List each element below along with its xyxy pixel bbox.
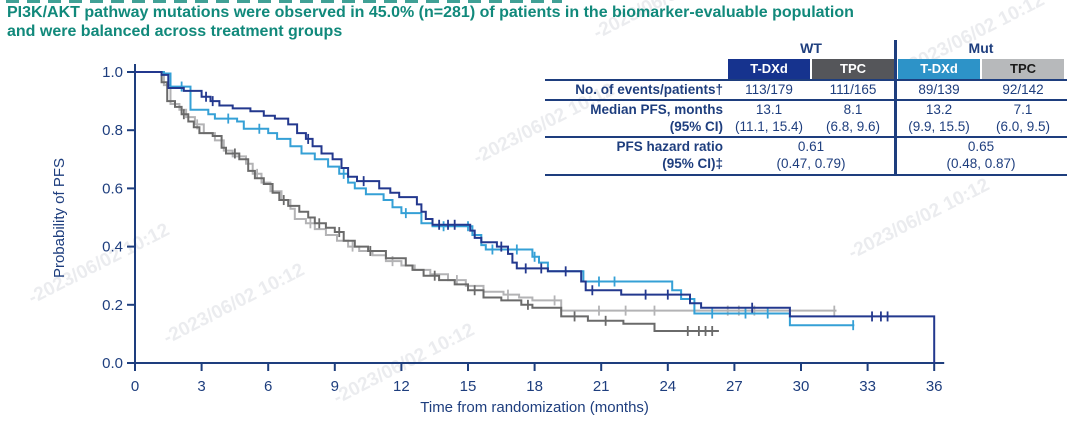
x-tick-label: 24 xyxy=(659,378,676,395)
x-tick-label: 9 xyxy=(331,378,339,395)
x-tick-label: 0 xyxy=(131,378,139,395)
x-tick-label: 33 xyxy=(859,378,876,395)
x-tick-label: 15 xyxy=(460,378,477,395)
table-cell: (0.47, 0.79) xyxy=(776,156,846,171)
table-cell: 113/179 xyxy=(745,82,793,97)
table-cell: 7.1 xyxy=(1013,102,1033,117)
title-line-1: PI3K/AKT pathway mutations were observed… xyxy=(7,4,854,21)
row-label: (95% CI) xyxy=(669,119,723,134)
y-axis-title: Probability of PFS xyxy=(51,158,68,278)
table-cell: 89/139 xyxy=(918,82,960,97)
group-header-wt: WT xyxy=(800,40,822,56)
y-tick-label: 0.2 xyxy=(102,297,123,314)
table-cell: 13.2 xyxy=(925,102,953,117)
table-cell: 0.65 xyxy=(967,139,995,154)
y-tick-label: 1.0 xyxy=(102,64,123,81)
x-tick-label: 27 xyxy=(726,378,743,395)
km-curve-tpc-wt- xyxy=(135,71,719,332)
x-tick-label: 30 xyxy=(793,378,810,395)
group-header-mut: Mut xyxy=(968,40,994,56)
x-tick-label: 21 xyxy=(593,378,610,395)
y-tick-label: 0.8 xyxy=(102,122,123,139)
km-curve-t-dxd-wt- xyxy=(135,71,936,363)
table-cell: 111/165 xyxy=(829,82,877,97)
wt-mut-divider xyxy=(894,40,897,176)
x-tick-label: 6 xyxy=(264,378,272,395)
table-cell: 8.1 xyxy=(843,102,863,117)
table-cell: (6.8, 9.6) xyxy=(825,119,881,134)
y-tick-label: 0.4 xyxy=(102,239,123,256)
title-line-2: and were balanced across treatment group… xyxy=(7,23,343,40)
table-cell: 92/142 xyxy=(1002,82,1044,97)
table-rule xyxy=(545,174,1067,176)
y-tick-label: 0.6 xyxy=(102,180,123,197)
slide-title: PI3K/AKT pathway mutations were observed… xyxy=(7,3,854,41)
table-cell: (6.0, 9.5) xyxy=(995,119,1051,134)
x-tick-label: 12 xyxy=(393,378,410,395)
y-tick-label: 0.0 xyxy=(102,355,123,372)
row-label: PFS hazard ratio xyxy=(616,139,723,154)
column-header-chip: T-DXd xyxy=(728,59,810,79)
column-header-chip: TPC xyxy=(982,59,1064,79)
column-header-chip: T-DXd xyxy=(898,59,980,79)
x-tick-label: 18 xyxy=(526,378,543,395)
x-tick-label: 3 xyxy=(197,378,205,395)
table-cell: (9.9, 15.5) xyxy=(908,119,970,134)
row-label: (95% CI)‡ xyxy=(662,156,723,171)
row-label: No. of events/patients† xyxy=(575,82,723,97)
x-tick-label: 36 xyxy=(926,378,943,395)
x-axis-title: Time from randomization (months) xyxy=(420,399,649,416)
column-header-chip: TPC xyxy=(812,59,894,79)
table-cell: 0.61 xyxy=(797,139,825,154)
table-rule xyxy=(545,136,1067,138)
table-cell: (0.48, 0.87) xyxy=(946,156,1016,171)
table-cell: (11.1, 15.4) xyxy=(734,119,804,134)
table-rule xyxy=(545,99,1067,101)
clipped-text-remnant xyxy=(6,0,562,3)
pfs-summary-table: WT Mut T-DXd TPC T-DXd TPC No. of events/patie… xyxy=(545,40,1067,177)
table-rule xyxy=(545,79,1067,81)
table-cell: 13.1 xyxy=(755,102,783,117)
row-label: Median PFS, months xyxy=(590,102,723,117)
